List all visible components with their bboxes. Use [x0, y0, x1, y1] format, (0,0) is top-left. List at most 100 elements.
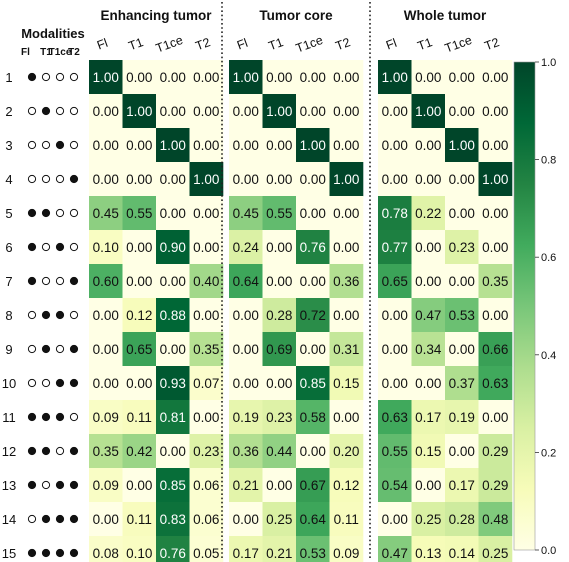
heatmap-cell	[378, 366, 412, 401]
heatmap-cell	[296, 60, 330, 95]
cell-value: 0.08	[93, 546, 119, 561]
heatmap-cell	[445, 468, 479, 503]
modality-dot-filled	[55, 140, 65, 150]
cell-value: 0.00	[193, 308, 219, 323]
modality-dot-filled	[27, 412, 37, 422]
cell-value: 1.00	[160, 138, 186, 153]
heatmap-cell	[445, 128, 479, 163]
heatmap-cell	[229, 94, 263, 129]
cell-value: 0.00	[415, 138, 441, 153]
modality-dot-filled	[27, 548, 37, 558]
heatmap-cell	[89, 94, 123, 129]
cell-value: 0.00	[333, 240, 359, 255]
heatmap-cell	[445, 366, 479, 401]
heatmap-cell	[229, 434, 263, 469]
heatmap-cell	[229, 332, 263, 367]
modality-header-t1: T1	[40, 47, 52, 58]
cell-value: 0.00	[160, 172, 186, 187]
heatmap-cell	[189, 196, 224, 231]
cell-value: 0.12	[333, 478, 359, 493]
heatmap-cell	[229, 196, 263, 231]
colorbar-tick-label: 1.0	[541, 57, 556, 69]
cell-value: 0.45	[93, 206, 119, 221]
heatmap-cell	[89, 536, 123, 562]
heatmap-cell	[89, 128, 123, 163]
heatmap-cell	[156, 230, 190, 265]
cell-value: 0.00	[382, 342, 408, 357]
cell-value: 0.15	[415, 444, 441, 459]
heatmap-cell	[122, 230, 157, 265]
heatmap-cell	[189, 400, 224, 435]
column-label: T1ce	[294, 33, 325, 56]
cell-value: 1.00	[266, 104, 292, 119]
modality-dot-empty	[69, 72, 79, 82]
cell-value: 0.00	[160, 444, 186, 459]
heatmap-cell	[445, 230, 479, 265]
row-id: 7	[5, 274, 12, 289]
cell-value: 0.00	[160, 274, 186, 289]
modality-header-t2: T2	[68, 47, 80, 58]
heatmap-cell	[296, 366, 330, 401]
heatmap-cell	[262, 468, 297, 503]
cell-value: 0.00	[333, 104, 359, 119]
heatmap-cell	[189, 434, 224, 469]
heatmap-cell	[445, 400, 479, 435]
heatmap-cell	[478, 298, 513, 333]
heatmap-cell	[296, 536, 330, 562]
heatmap-cell	[378, 536, 412, 562]
heatmap-cell	[89, 434, 123, 469]
cell-value: 0.78	[382, 206, 408, 221]
cell-value: 0.00	[266, 240, 292, 255]
cell-value: 0.07	[193, 376, 219, 391]
cell-value: 0.00	[126, 478, 152, 493]
row-id: 13	[2, 478, 16, 493]
column-label: Fl	[384, 36, 399, 53]
heatmap-cell	[122, 298, 157, 333]
cell-value: 0.00	[482, 410, 508, 425]
colorbar-tick-label: 0.8	[541, 155, 556, 167]
cell-value: 0.42	[126, 444, 152, 459]
cell-value: 0.00	[333, 138, 359, 153]
cell-value: 0.90	[160, 240, 186, 255]
row-id: 3	[5, 138, 12, 153]
modality-dot-empty	[55, 344, 65, 354]
column-label: T1	[267, 35, 286, 53]
modality-dot-filled	[69, 276, 79, 286]
modality-dot-filled	[27, 480, 37, 490]
modality-dot-empty	[27, 344, 37, 354]
heatmap-cell	[189, 94, 224, 129]
cell-value: 0.00	[126, 274, 152, 289]
cell-value: 0.25	[415, 512, 441, 527]
cell-value: 0.10	[93, 240, 119, 255]
cell-value: 0.00	[233, 172, 259, 187]
heatmap-cell	[378, 162, 412, 197]
heatmap-cell	[296, 162, 330, 197]
heatmap-cell	[229, 400, 263, 435]
heatmap-cell	[189, 264, 224, 299]
cell-value: 0.72	[300, 308, 326, 323]
modality-dot-empty	[55, 208, 65, 218]
cell-value: 0.00	[333, 308, 359, 323]
cell-value: 0.00	[160, 70, 186, 85]
heatmap-cell	[378, 230, 412, 265]
column-label: Fl	[95, 36, 110, 53]
column-label: T2	[334, 35, 353, 53]
cell-value: 0.54	[382, 478, 409, 493]
column-label: T1ce	[154, 33, 185, 56]
cell-value: 0.37	[449, 376, 475, 391]
cell-value: 0.63	[382, 410, 408, 425]
heatmap-cell	[478, 196, 513, 231]
colorbar-tick-label: 0.0	[541, 545, 556, 557]
cell-value: 0.55	[266, 206, 292, 221]
modality-header-t1ce: T1ce	[49, 47, 72, 58]
cell-value: 0.00	[482, 240, 508, 255]
cell-value: 0.65	[126, 342, 152, 357]
row-id: 12	[2, 444, 16, 459]
heatmap-cell	[378, 196, 412, 231]
modality-dot-empty	[55, 106, 65, 116]
modality-dot-empty	[41, 174, 51, 184]
cell-value: 0.09	[93, 410, 119, 425]
cell-value: 0.00	[193, 70, 219, 85]
row-id: 6	[5, 240, 12, 255]
cell-value: 0.35	[93, 444, 119, 459]
